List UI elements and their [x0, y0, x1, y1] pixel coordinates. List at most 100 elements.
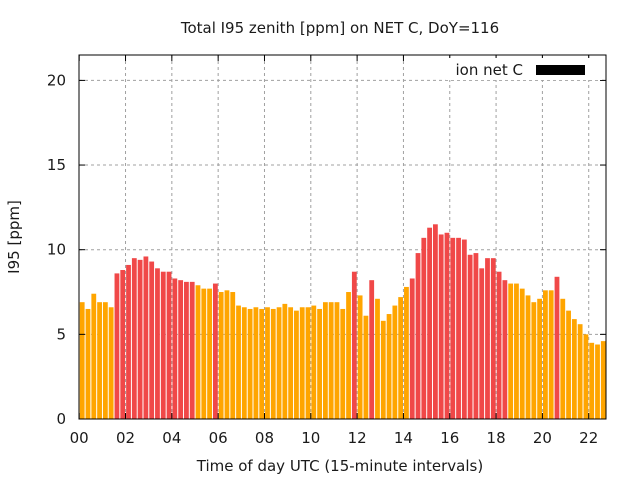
- y-tick-label: 10: [47, 241, 66, 259]
- x-tick-label: 08: [255, 429, 274, 447]
- x-tick-label: 12: [348, 429, 367, 447]
- bar: [386, 314, 392, 419]
- bar: [184, 281, 189, 419]
- bar: [178, 280, 184, 419]
- bar: [485, 258, 490, 419]
- bar: [589, 342, 595, 419]
- bar: [149, 261, 155, 419]
- x-tick-label: 20: [533, 429, 552, 447]
- bar: [415, 253, 421, 419]
- bar: [172, 278, 178, 419]
- bar: [566, 310, 571, 419]
- x-tick-label: 10: [301, 429, 320, 447]
- bar: [276, 307, 282, 419]
- bar: [334, 302, 340, 419]
- bar: [473, 253, 479, 419]
- bar: [259, 308, 265, 419]
- bar: [114, 273, 120, 419]
- x-tick-label: 22: [579, 429, 598, 447]
- bar: [189, 281, 195, 419]
- bar: [137, 259, 143, 419]
- y-ticks: 0 5 10 15 20: [47, 71, 606, 428]
- y-tick-label: 20: [47, 71, 66, 89]
- bar: [346, 292, 351, 419]
- bar: [265, 307, 270, 419]
- bar: [404, 286, 409, 419]
- x-tick-label: 04: [162, 429, 181, 447]
- bar: [224, 290, 230, 419]
- bar: [195, 285, 201, 419]
- bar: [201, 288, 207, 419]
- bar: [363, 315, 369, 419]
- bar: [340, 308, 346, 419]
- bar: [490, 258, 496, 419]
- bar: [375, 298, 380, 419]
- bar: [282, 303, 288, 419]
- bar: [438, 234, 444, 419]
- bar: [479, 268, 485, 419]
- y-axis-label: I95 [ppm]: [5, 200, 23, 274]
- bar: [554, 276, 560, 419]
- bar: [120, 270, 126, 419]
- bar: [236, 305, 241, 419]
- bar: [519, 288, 525, 419]
- bar: [299, 307, 305, 419]
- bar: [143, 256, 149, 419]
- bar: [461, 239, 467, 419]
- x-tick-label: 14: [394, 429, 413, 447]
- bar: [456, 237, 461, 419]
- bar: [322, 302, 328, 419]
- bar: [91, 293, 97, 419]
- bar: [571, 319, 577, 419]
- bar: [525, 295, 531, 419]
- bar: [583, 334, 589, 419]
- bar: [496, 271, 502, 419]
- bar: [369, 280, 375, 419]
- bar: [543, 290, 548, 419]
- bar: [432, 224, 438, 419]
- y-tick-label: 0: [56, 410, 66, 428]
- y-tick-label: 15: [47, 156, 66, 174]
- x-ticks: 00 02 04 06 08 10 12 14 16 18 20 22: [70, 55, 598, 447]
- bar: [102, 302, 108, 419]
- bar: [560, 298, 566, 419]
- bar: [450, 237, 456, 419]
- x-tick-label: 16: [440, 429, 459, 447]
- bar: [595, 344, 600, 419]
- bar: [218, 292, 224, 419]
- bar: [305, 307, 311, 419]
- bar: [444, 232, 450, 419]
- bar: [328, 302, 334, 419]
- bar: [392, 305, 398, 419]
- bar: [421, 237, 427, 419]
- bars: [79, 224, 606, 419]
- x-tick-label: 18: [487, 429, 506, 447]
- bar: [160, 271, 166, 419]
- bar: [212, 283, 218, 419]
- bar: [294, 310, 299, 419]
- x-tick-label: 00: [70, 429, 89, 447]
- bar: [230, 292, 236, 419]
- y-tick-label: 5: [56, 325, 66, 343]
- bar: [85, 308, 91, 419]
- bar: [131, 258, 137, 419]
- bar: [427, 227, 432, 419]
- bar: [600, 341, 606, 419]
- legend: ion net C: [446, 58, 602, 80]
- bar: [247, 308, 253, 419]
- bar: [241, 307, 247, 419]
- bar: [398, 297, 404, 419]
- bar: [508, 283, 514, 419]
- bar: [577, 324, 583, 419]
- bar: [166, 271, 172, 419]
- bar: [514, 283, 519, 419]
- x-axis-label: Time of day UTC (15-minute intervals): [196, 457, 483, 475]
- x-tick-label: 02: [116, 429, 135, 447]
- bar: [351, 271, 357, 419]
- bar: [270, 308, 276, 419]
- bar: [537, 298, 543, 419]
- chart-title: Total I95 zenith [ppm] on NET C, DoY=116: [180, 19, 499, 37]
- bar: [409, 278, 415, 419]
- legend-swatch: [536, 65, 585, 75]
